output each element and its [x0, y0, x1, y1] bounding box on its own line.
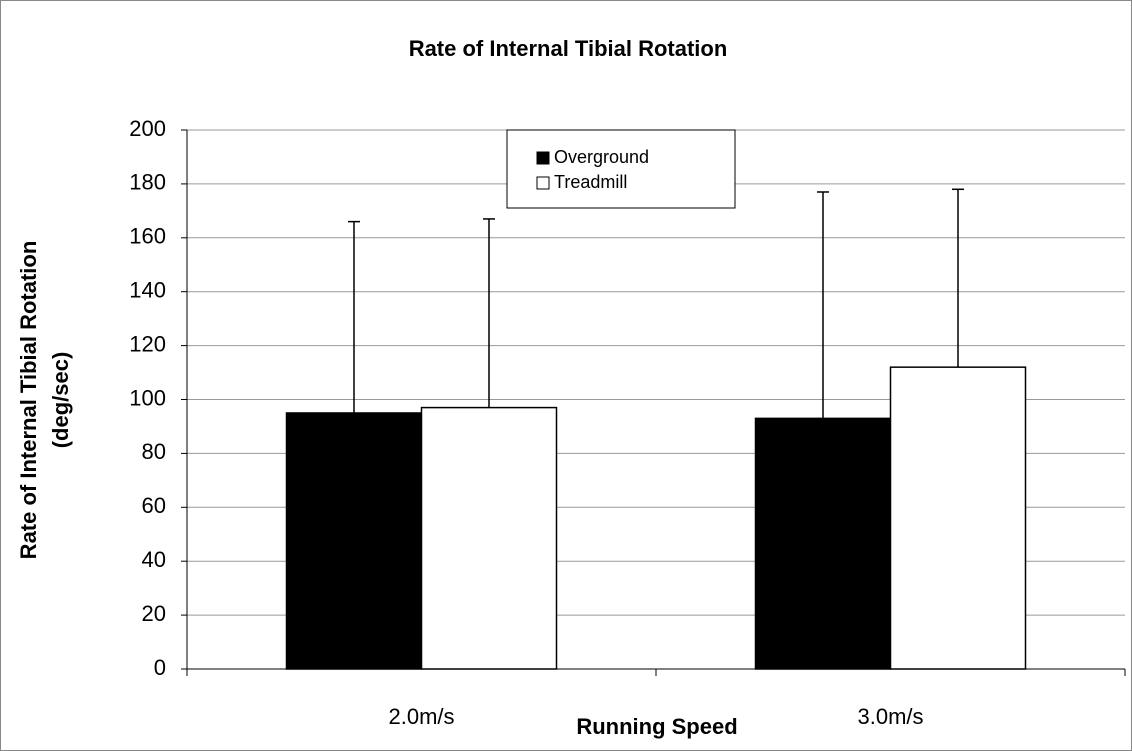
y-tick-label: 60 [142, 493, 166, 518]
y-tick-label: 80 [142, 439, 166, 464]
chart-title: Rate of Internal Tibial Rotation [409, 36, 728, 61]
legend-label: Treadmill [554, 172, 627, 192]
y-tick-label: 200 [129, 116, 166, 141]
x-axis-label: Running Speed [576, 714, 737, 739]
legend-swatch [536, 151, 550, 165]
bar [889, 366, 1027, 670]
x-tick-label: 2.0m/s [388, 704, 454, 729]
y-tick-label: 140 [129, 278, 166, 303]
legend-swatch [536, 176, 550, 190]
y-tick-label: 180 [129, 170, 166, 195]
y-tick-label: 160 [129, 224, 166, 249]
bar [285, 412, 423, 670]
legend-label: Overground [554, 147, 649, 167]
x-tick-label: 3.0m/s [857, 704, 923, 729]
bar [420, 406, 558, 670]
y-tick-label: 20 [142, 601, 166, 626]
legend [506, 129, 736, 209]
y-axis-label: (deg/sec) [48, 352, 73, 449]
bar [754, 417, 892, 670]
y-tick-label: 40 [142, 547, 166, 572]
y-tick-label: 100 [129, 385, 166, 410]
y-tick-label: 120 [129, 331, 166, 356]
y-tick-label: 0 [154, 655, 166, 680]
y-axis-label: Rate of Internal Tibial Rotation [16, 241, 41, 560]
